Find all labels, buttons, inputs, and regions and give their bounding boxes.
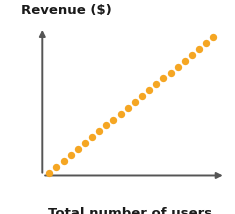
Point xyxy=(176,65,180,68)
Point xyxy=(161,77,165,80)
Text: Revenue ($): Revenue ($) xyxy=(21,4,112,17)
Point xyxy=(154,83,158,86)
Text: Total number of users: Total number of users xyxy=(48,208,212,214)
Point xyxy=(112,118,115,121)
Point xyxy=(76,147,80,151)
Point xyxy=(119,112,122,115)
Point xyxy=(47,171,51,174)
Point xyxy=(97,130,101,133)
Point xyxy=(133,100,137,104)
Point xyxy=(212,36,215,39)
Point xyxy=(190,53,194,56)
Point xyxy=(62,159,66,162)
Point xyxy=(197,47,201,51)
Point xyxy=(147,88,151,92)
Point xyxy=(169,71,172,74)
Point xyxy=(140,94,144,98)
Point xyxy=(183,59,187,62)
Point xyxy=(105,124,108,127)
Point xyxy=(90,135,94,139)
Point xyxy=(69,153,73,157)
Point xyxy=(204,41,208,45)
Point xyxy=(55,165,58,168)
Point xyxy=(83,141,87,145)
Point xyxy=(126,106,130,110)
